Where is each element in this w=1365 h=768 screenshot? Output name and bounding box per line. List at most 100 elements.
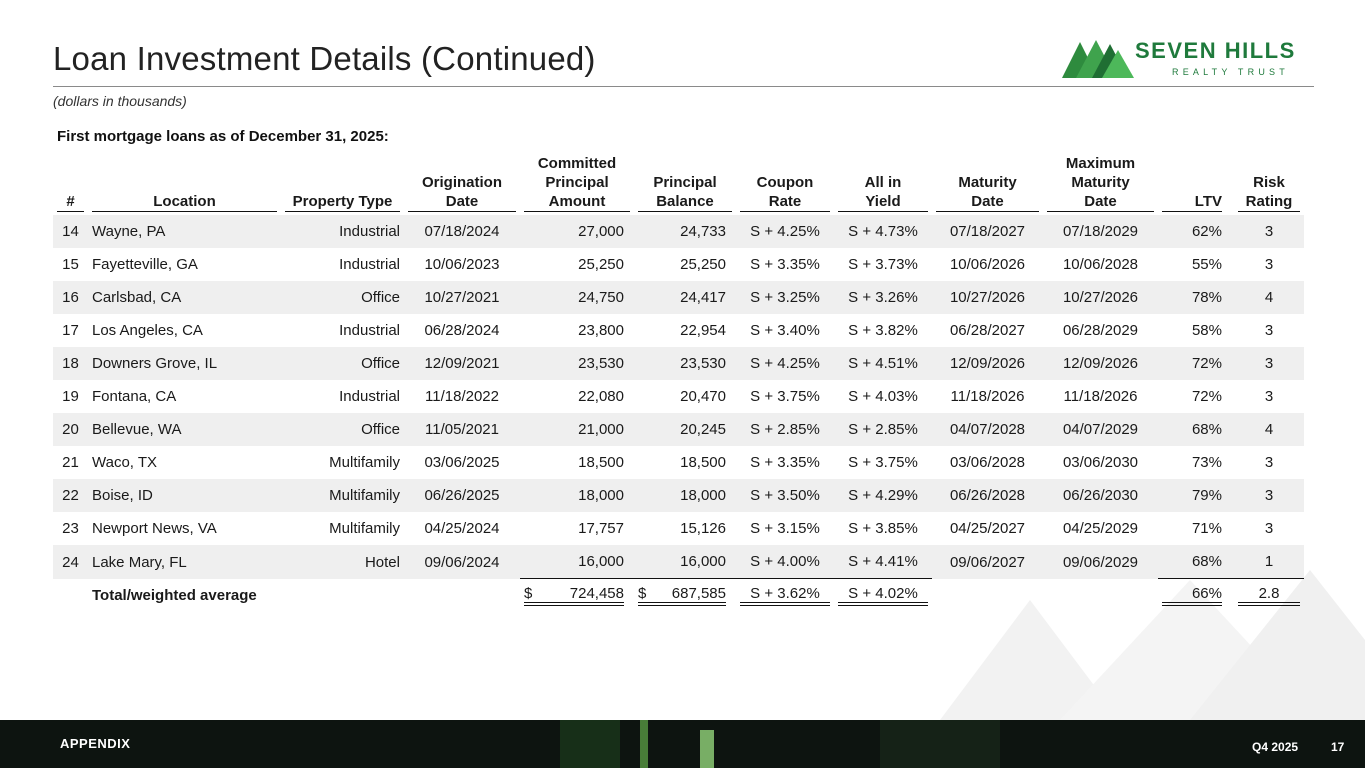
row-location: Bellevue, WA bbox=[88, 413, 281, 446]
row-maturity-date: 06/26/2028 bbox=[932, 479, 1043, 512]
row-max-maturity-date: 04/25/2029 bbox=[1062, 520, 1139, 537]
row-risk-rating: 3 bbox=[1264, 322, 1274, 339]
footer-bar bbox=[0, 720, 1365, 768]
row-coupon-rate: S + 3.25% bbox=[736, 281, 834, 314]
row-location: Wayne, PA bbox=[88, 215, 281, 248]
row-maturity-date: 09/06/2027 bbox=[932, 545, 1043, 579]
row-location: Lake Mary, FL bbox=[88, 545, 281, 579]
row-coupon-rate: S + 4.25% bbox=[736, 347, 834, 380]
row-max-maturity-date: 09/06/2029 bbox=[1043, 545, 1158, 579]
row-location: Los Angeles, CA bbox=[92, 322, 203, 339]
row-number: 23 bbox=[62, 520, 79, 537]
row-max-maturity-date: 07/18/2029 bbox=[1043, 215, 1158, 248]
row-ltv: 68% bbox=[1158, 545, 1234, 579]
row-ltv: 72% bbox=[1158, 347, 1234, 380]
row-principal-balance: 22,954 bbox=[680, 322, 726, 339]
col-header-committed-principal: Committed Principal Amount bbox=[520, 154, 634, 215]
row-number: 20 bbox=[53, 413, 88, 446]
row-origination-date: 12/09/2021 bbox=[404, 347, 520, 380]
row-origination-date: 09/06/2024 bbox=[404, 545, 520, 579]
table-row: 18 Downers Grove, IL Office 12/09/2021 23,53… bbox=[53, 347, 1304, 380]
page-title: Loan Investment Details (Continued) bbox=[53, 40, 596, 77]
row-maturity-date: 10/27/2026 bbox=[932, 281, 1043, 314]
row-number: 14 bbox=[53, 215, 88, 248]
col-header-location: Location bbox=[88, 154, 281, 215]
total-yield: S + 4.02% bbox=[838, 585, 928, 606]
row-property-type: Industrial bbox=[339, 256, 400, 273]
row-principal-balance: 18,500 bbox=[680, 454, 726, 471]
row-coupon-rate: S + 3.40% bbox=[750, 322, 820, 339]
page-number: 17 bbox=[1331, 740, 1345, 754]
row-risk-rating: 4 bbox=[1234, 281, 1304, 314]
row-committed-amount: 21,000 bbox=[520, 413, 634, 446]
row-principal-balance: 23,530 bbox=[634, 347, 736, 380]
col-header-principal-balance: Principal Balance bbox=[634, 154, 736, 215]
row-principal-balance: 20,470 bbox=[680, 388, 726, 405]
row-property-type: Office bbox=[281, 281, 404, 314]
row-committed-amount: 18,500 bbox=[578, 454, 624, 471]
row-maturity-date: 11/18/2026 bbox=[950, 388, 1025, 405]
total-coupon: S + 3.62% bbox=[740, 585, 830, 606]
seven-hills-logo bbox=[1062, 40, 1134, 78]
row-number: 22 bbox=[53, 479, 88, 512]
row-maturity-date: 12/09/2026 bbox=[932, 347, 1043, 380]
row-origination-date: 10/06/2023 bbox=[424, 256, 500, 273]
col-header-max-maturity-date: Maximum Maturity Date bbox=[1043, 154, 1158, 215]
row-coupon-rate: S + 3.35% bbox=[750, 454, 820, 471]
row-all-in-yield: S + 3.26% bbox=[834, 281, 932, 314]
row-origination-date: 11/18/2022 bbox=[425, 388, 499, 405]
row-number: 18 bbox=[53, 347, 88, 380]
row-risk-rating: 1 bbox=[1234, 545, 1304, 579]
col-header-all-in-yield: All in Yield bbox=[834, 154, 932, 215]
row-max-maturity-date: 04/07/2029 bbox=[1043, 413, 1158, 446]
row-property-type: Industrial bbox=[281, 215, 404, 248]
row-property-type: Office bbox=[281, 413, 404, 446]
col-header-origination-date: Origination Date bbox=[404, 154, 520, 215]
row-property-type: Multifamily bbox=[329, 454, 400, 471]
row-location: Fontana, CA bbox=[92, 388, 177, 405]
table-row: 21 Waco, TX Multifamily 03/06/2025 18,500 18,… bbox=[53, 446, 1304, 479]
row-principal-balance: 16,000 bbox=[634, 545, 736, 579]
total-risk: 2.8 bbox=[1238, 585, 1300, 606]
row-maturity-date: 10/06/2026 bbox=[949, 256, 1026, 273]
row-all-in-yield: S + 2.85% bbox=[834, 413, 932, 446]
row-principal-balance: 15,126 bbox=[680, 520, 726, 537]
row-maturity-date: 07/18/2027 bbox=[932, 215, 1043, 248]
row-ltv: 79% bbox=[1158, 479, 1234, 512]
row-principal-balance: 25,250 bbox=[680, 256, 726, 273]
table-row: 22 Boise, ID Multifamily 06/26/2025 18,000 18… bbox=[53, 479, 1304, 512]
row-all-in-yield: S + 4.41% bbox=[834, 545, 932, 579]
row-property-type: Industrial bbox=[339, 322, 400, 339]
row-property-type: Hotel bbox=[281, 545, 404, 579]
row-property-type: Multifamily bbox=[329, 520, 400, 537]
table-row: 24 Lake Mary, FL Hotel 09/06/2024 16,000 16,0… bbox=[53, 545, 1304, 579]
row-origination-date: 11/05/2021 bbox=[404, 413, 520, 446]
row-max-maturity-date: 11/18/2026 bbox=[1063, 388, 1138, 405]
row-coupon-rate: S + 4.25% bbox=[736, 215, 834, 248]
row-risk-rating: 3 bbox=[1264, 388, 1274, 405]
row-committed-amount: 22,080 bbox=[578, 388, 624, 405]
row-location: Fayetteville, GA bbox=[92, 256, 198, 273]
row-maturity-date: 04/07/2028 bbox=[932, 413, 1043, 446]
row-location: Waco, TX bbox=[92, 454, 158, 471]
row-maturity-date: 03/06/2028 bbox=[949, 454, 1026, 471]
row-location: Carlsbad, CA bbox=[88, 281, 281, 314]
row-number: 19 bbox=[62, 388, 79, 405]
row-all-in-yield: S + 4.73% bbox=[834, 215, 932, 248]
row-ltv: 78% bbox=[1158, 281, 1234, 314]
total-balance: $687,585 bbox=[638, 585, 726, 606]
row-committed-amount: 16,000 bbox=[520, 545, 634, 579]
row-committed-amount: 23,530 bbox=[520, 347, 634, 380]
row-all-in-yield: S + 3.75% bbox=[848, 454, 918, 471]
row-all-in-yield: S + 4.51% bbox=[834, 347, 932, 380]
row-origination-date: 04/25/2024 bbox=[424, 520, 500, 537]
col-header-ltv: LTV bbox=[1158, 154, 1234, 215]
table-row: 20 Bellevue, WA Office 11/05/2021 21,000 20,2… bbox=[53, 413, 1304, 446]
row-coupon-rate: S + 3.35% bbox=[750, 256, 820, 273]
col-header-num: # bbox=[53, 154, 88, 215]
row-all-in-yield: S + 3.73% bbox=[848, 256, 918, 273]
row-coupon-rate: S + 4.00% bbox=[736, 545, 834, 579]
col-header-coupon-rate: Coupon Rate bbox=[736, 154, 834, 215]
row-number: 15 bbox=[62, 256, 79, 273]
row-all-in-yield: S + 3.82% bbox=[848, 322, 918, 339]
